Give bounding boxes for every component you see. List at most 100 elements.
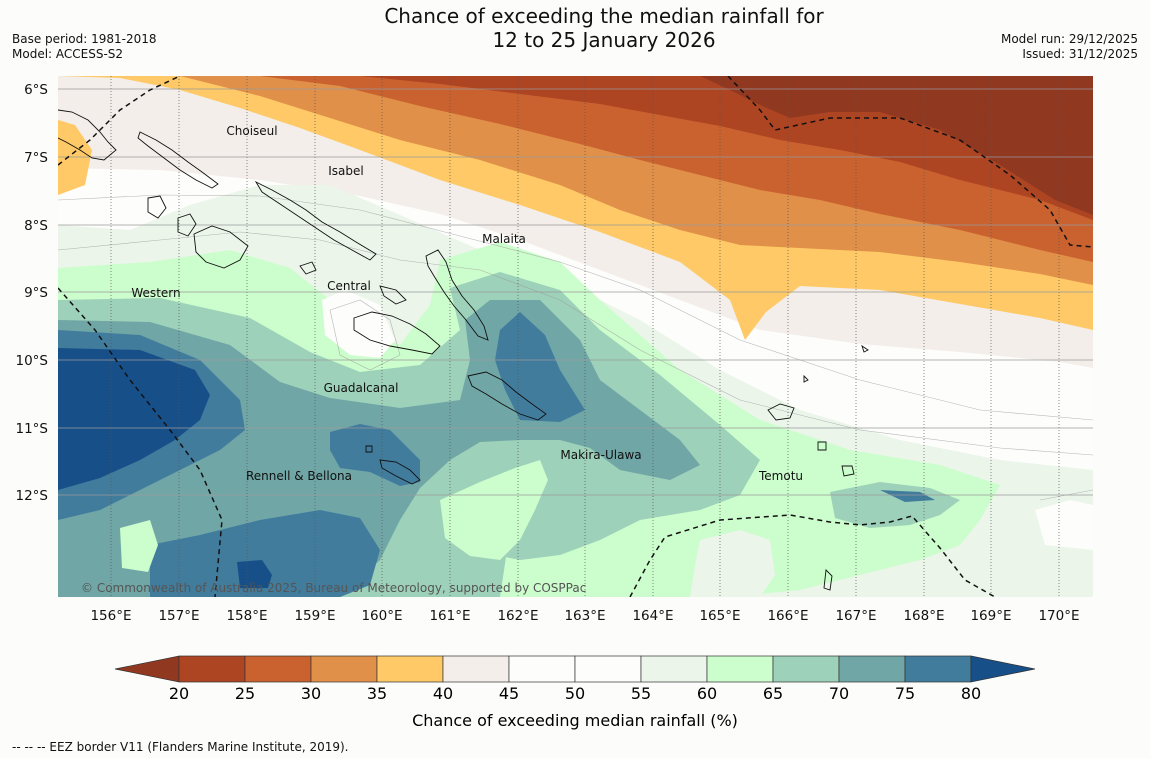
contour-35-40-west: [58, 120, 92, 195]
label-choiseul: Choiseul: [226, 124, 277, 138]
eez-legend: -- -- -- EEZ border V11 (Flanders Marine…: [12, 740, 349, 754]
colorbar: 20 25 30 35 40 45 50 55 60 65 70 75 80 Chance of exc…: [114, 655, 1036, 730]
island-rennell: [379, 459, 421, 485]
lat-label: 6°S: [24, 82, 48, 98]
colorbar-tick: 80: [961, 684, 981, 703]
label-isabel: Isabel: [328, 164, 363, 178]
colorbar-tick: 45: [499, 684, 519, 703]
colorbar-tick: 70: [829, 684, 849, 703]
lon-label: 157°E: [158, 608, 199, 624]
copyright-notice: © Commonwealth of Australia 2025, Bureau…: [81, 581, 586, 595]
lon-label: 159°E: [294, 608, 335, 624]
colorbar-segment: [508, 655, 576, 683]
lat-label: 11°S: [16, 421, 49, 437]
island-new-georgia: [147, 195, 167, 219]
probability-contours: Choiseul Isabel Malaita Western Central …: [58, 76, 1093, 597]
lat-label: 12°S: [16, 488, 49, 504]
contour-patch-central: [322, 290, 395, 358]
contour-below-20: [700, 76, 1093, 215]
colorbar-segment: [838, 655, 906, 683]
lat-label: 9°S: [24, 285, 48, 301]
lon-label: 161°E: [429, 608, 470, 624]
lon-label: 158°E: [226, 608, 267, 624]
island-guadalcanal: [353, 311, 441, 355]
colorbar-tick: 35: [367, 684, 387, 703]
contour-75-80-east: [830, 482, 960, 528]
lon-label: 168°E: [903, 608, 944, 624]
lon-label: 166°E: [767, 608, 808, 624]
island-makira: [467, 371, 547, 421]
lon-label: 163°E: [564, 608, 605, 624]
latitude-gridlines: [58, 88, 1093, 496]
colorbar-label: Chance of exceeding median rainfall (%): [412, 711, 738, 730]
lat-label: 7°S: [24, 150, 48, 166]
contour-60-65-patch: [120, 520, 158, 572]
contour-55-60-patch2: [1035, 500, 1093, 550]
colorbar-segment: [772, 655, 840, 683]
island-malaita: [425, 249, 489, 341]
colorbar-segment: [574, 655, 642, 683]
lon-label: 170°E: [1038, 608, 1079, 624]
island-bellona: [365, 445, 373, 453]
colorbar-tick: 75: [895, 684, 915, 703]
colorbar-segment: [640, 655, 708, 683]
colorbar-high-extension: [970, 655, 1036, 683]
eez-borders: [58, 76, 1093, 597]
colorbar-tick: 55: [631, 684, 651, 703]
colorbar-segments: [178, 655, 972, 683]
island-russell: [299, 261, 317, 275]
island-florida: [379, 285, 407, 305]
contour-70-75-east: [880, 490, 935, 502]
label-temotu: Temotu: [758, 469, 803, 483]
contour-75-80-southwest: [150, 510, 380, 597]
lon-label: 165°E: [699, 608, 740, 624]
province-labels: Choiseul Isabel Malaita Western Central …: [131, 124, 803, 483]
contour-above-80-south: [237, 560, 272, 588]
latitude-labels: 6°S 7°S 8°S 9°S 10°S 11°S 12°S: [16, 82, 49, 504]
label-makira-ulawa: Makira-Ulawa: [560, 448, 641, 462]
island-utupua: [841, 465, 855, 477]
colorbar-tick-labels: 20 25 30 35 40 45 50 55 60 65 70 75 80: [169, 684, 981, 703]
map-title: Chance of exceeding the median rainfall …: [384, 4, 824, 28]
lat-label: 8°S: [24, 218, 48, 234]
label-guadalcanal: Guadalcanal: [324, 381, 399, 395]
island-vella: [177, 213, 197, 237]
lon-label: 156°E: [90, 608, 131, 624]
lon-label: 164°E: [632, 608, 673, 624]
label-malaita: Malaita: [482, 232, 526, 246]
model-run: Model run: 29/12/2025: [1000, 32, 1138, 46]
label-rennell-bellona: Rennell & Bellona: [246, 469, 352, 483]
colorbar-tick: 60: [697, 684, 717, 703]
island-santa-cruz: [767, 403, 795, 421]
longitude-labels: 156°E 157°E 158°E 159°E 160°E 161°E 162°…: [90, 608, 1079, 624]
island-vanikoro: [817, 441, 827, 451]
island-anuta: [861, 344, 869, 353]
colorbar-tick: 65: [763, 684, 783, 703]
contour-75-80-central: [495, 312, 585, 422]
island-choiseul: [137, 131, 219, 189]
label-western: Western: [131, 286, 180, 300]
contour-55-60-patch: [690, 530, 775, 597]
contour-60-65-patch2: [440, 460, 548, 560]
lat-label: 10°S: [16, 353, 49, 369]
colorbar-segment: [244, 655, 312, 683]
island-bougainville: [58, 109, 117, 161]
map-subtitle: 12 to 25 January 2026: [492, 28, 716, 52]
lon-label: 167°E: [835, 608, 876, 624]
coastlines: [58, 109, 869, 591]
lon-label: 160°E: [361, 608, 402, 624]
island-isabel: [254, 180, 377, 261]
colorbar-segment: [376, 655, 444, 683]
base-period: Base period: 1981-2018: [12, 32, 157, 46]
island-duff: [823, 569, 833, 591]
island-reef: [803, 374, 809, 383]
colorbar-segment: [442, 655, 510, 683]
lon-label: 162°E: [497, 608, 538, 624]
colorbar-segment: [310, 655, 378, 683]
colorbar-segment: [178, 655, 246, 683]
issued-date: Issued: 31/12/2025: [1022, 47, 1138, 61]
colorbar-tick: 40: [433, 684, 453, 703]
colorbar-tick: 20: [169, 684, 189, 703]
colorbar-tick: 25: [235, 684, 255, 703]
contour-75-80-south: [330, 424, 420, 486]
